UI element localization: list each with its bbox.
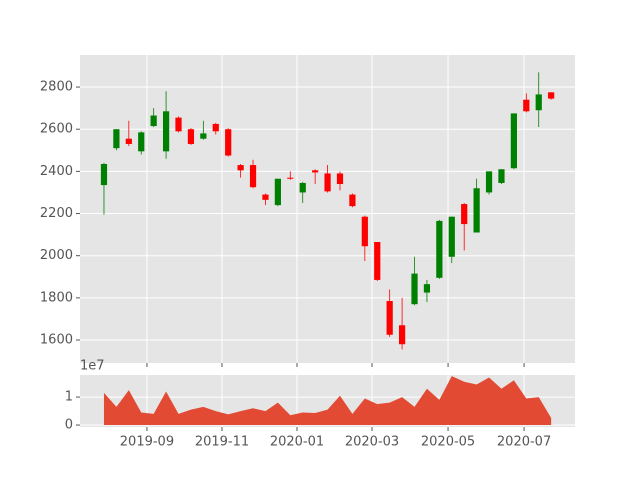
- candle-body: [100, 163, 108, 186]
- candle-body: [374, 241, 381, 280]
- x-tick-label: 2020-01: [270, 435, 324, 450]
- candle-body: [312, 170, 319, 173]
- x-tick-label: 2020-03: [345, 435, 399, 450]
- candle-body: [510, 113, 517, 169]
- candle-body: [398, 325, 406, 345]
- volume-area: [103, 376, 552, 426]
- y-tick-label: 2400: [40, 164, 73, 179]
- candle-body: [262, 194, 269, 200]
- candle-body: [523, 99, 530, 112]
- candle-body: [212, 123, 219, 132]
- candle-body: [162, 111, 170, 152]
- candle-body: [423, 284, 431, 293]
- candle-body: [113, 129, 120, 149]
- candle-body: [237, 165, 244, 171]
- candle-body: [448, 216, 455, 257]
- candle-body: [200, 133, 207, 139]
- candle-body: [175, 117, 182, 132]
- candle-body: [150, 115, 157, 127]
- candle-body: [485, 171, 493, 193]
- y-tick-label: 0: [65, 418, 73, 433]
- candle-body: [386, 301, 393, 335]
- y-tick-label: 2800: [40, 80, 73, 95]
- offset-text: 1e7: [80, 359, 105, 374]
- x-tick-label: 2019-09: [120, 435, 174, 450]
- candle-body: [349, 194, 356, 207]
- candle-body: [535, 94, 542, 111]
- candle-body: [498, 169, 505, 183]
- candle-body: [187, 129, 195, 144]
- y-tick-label: 1: [65, 390, 73, 405]
- candle-body: [249, 165, 257, 188]
- candle-body: [225, 129, 232, 156]
- candle-body: [274, 178, 281, 206]
- candle-body: [361, 216, 368, 247]
- candle-body: [461, 204, 468, 225]
- candle-body: [436, 220, 443, 278]
- candle-body: [299, 182, 306, 193]
- candle-body: [473, 188, 480, 233]
- x-tick-label: 2020-05: [421, 435, 475, 450]
- candle-body: [548, 92, 555, 99]
- candle-body: [336, 173, 344, 185]
- x-tick-label: 2019-11: [195, 435, 249, 450]
- y-tick-label: 1600: [40, 333, 73, 348]
- candle-body: [125, 138, 132, 144]
- y-tick-label: 1800: [40, 290, 73, 305]
- candle-body: [138, 132, 145, 152]
- y-tick-label: 2200: [40, 206, 73, 221]
- x-tick-label: 2020-07: [497, 435, 551, 450]
- price-axes: [80, 55, 575, 363]
- candle-body: [287, 177, 294, 179]
- candle-body: [324, 173, 331, 192]
- y-tick-label: 2000: [40, 248, 73, 263]
- candle-body: [411, 273, 418, 305]
- y-tick-label: 2600: [40, 122, 73, 137]
